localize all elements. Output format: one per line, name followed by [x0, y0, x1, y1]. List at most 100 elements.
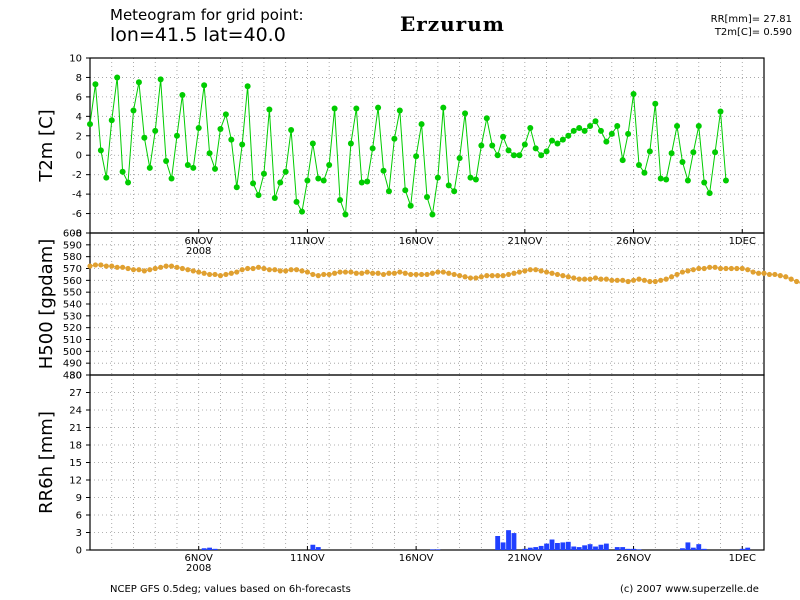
t2m-data-point [184, 161, 191, 168]
h500-data-point [185, 267, 191, 273]
h500-data-point [712, 264, 718, 270]
h500-data-point [582, 276, 588, 282]
t2m-ytick-label: -8 [72, 229, 82, 240]
h500-data-point [228, 270, 234, 276]
h500-ytick-label: 600 [63, 229, 82, 240]
h500-data-point [707, 264, 713, 270]
t2m-data-point [288, 126, 295, 133]
t2m-data-point [625, 130, 632, 137]
chart-title-line1: Meteogram for grid point: [110, 6, 304, 24]
rr6h-bar [739, 548, 745, 550]
rr6h-bar [538, 545, 544, 550]
xtick-label: 21NOV [507, 236, 542, 247]
h500-data-point [571, 275, 577, 281]
h500-data-point [609, 277, 615, 283]
t2m-data-point [369, 145, 376, 152]
h500-data-point [386, 270, 392, 276]
h500-data-point [321, 271, 327, 278]
h500-data-point [402, 270, 408, 276]
t2m-ytick-label: 6 [76, 92, 82, 103]
h500-axis-label: H500 [gpdam] [36, 239, 57, 370]
rr6h-ytick-label: 30 [69, 371, 82, 382]
h500-data-point [620, 277, 626, 283]
h500-data-point [234, 269, 240, 275]
station-name: Erzurum [400, 12, 505, 36]
t2m-data-point [114, 74, 121, 81]
rr6h-ytick-label: 24 [69, 406, 82, 417]
h500-data-point [772, 271, 778, 278]
t2m-data-point [668, 150, 675, 157]
t2m-data-point [657, 175, 664, 182]
h500-data-point [326, 271, 332, 278]
rr6h-bar [506, 530, 511, 550]
t2m-data-point [277, 179, 284, 186]
h500-data-point [272, 267, 278, 273]
t2m-data-point [380, 167, 387, 174]
rr6h-ytick-label: 18 [69, 441, 82, 452]
t2m-data-point [478, 142, 485, 149]
t2m-data-point [434, 174, 441, 181]
rr6h-bar [620, 547, 626, 550]
h500-data-point [505, 271, 512, 278]
rr6h-bar [576, 547, 582, 550]
h500-data-point [728, 265, 734, 272]
t2m-data-point [592, 118, 599, 125]
h500-ytick-label: 590 [63, 240, 82, 251]
t2m-series-line [89, 77, 727, 215]
t2m-data-point [587, 123, 594, 130]
rr6h-bar [701, 548, 707, 550]
h500-data-point [766, 271, 773, 278]
t2m-data-point [239, 141, 246, 148]
h500-data-point [745, 267, 751, 273]
t2m-data-point [549, 137, 556, 144]
t2m-data-point [337, 196, 344, 203]
h500-data-point [516, 269, 523, 275]
h500-data-point [701, 265, 707, 272]
h500-data-point [576, 276, 582, 282]
h500-data-point [255, 264, 262, 270]
h500-data-point [331, 270, 338, 276]
t2m-data-point [489, 142, 496, 149]
h500-data-point [380, 271, 387, 278]
t2m-data-point [179, 91, 186, 98]
h500-ytick-label: 560 [63, 276, 82, 287]
h500-data-point [598, 276, 604, 282]
h500-data-point [788, 276, 794, 282]
h500-data-point [592, 275, 599, 281]
h500-data-point [223, 271, 229, 278]
rr6h-bar [685, 542, 691, 550]
h500-data-point [674, 271, 680, 278]
t2m-data-point [108, 117, 115, 124]
rr6h-bar [571, 546, 577, 550]
t2m-data-point [413, 153, 420, 160]
rr6h-bar [696, 544, 702, 550]
t2m-data-point [445, 182, 452, 189]
t2m-data-point [510, 152, 517, 159]
rr6h-ytick-label: 15 [69, 458, 82, 469]
t2m-ytick-label: 0 [76, 151, 82, 162]
t2m-ytick-label: 10 [69, 54, 82, 65]
h500-data-point [554, 271, 561, 278]
h500-data-point [652, 278, 658, 285]
copyright-note: (c) 2007 www.superzelle.de [620, 584, 759, 595]
rr6h-bar [500, 542, 506, 550]
h500-data-point [109, 263, 115, 269]
h500-data-point [734, 265, 740, 272]
h500-data-point [370, 270, 376, 276]
xtick-year-label: 2008 [186, 246, 211, 257]
h500-data-point [484, 273, 490, 279]
xtick-label: 11NOV [290, 553, 325, 564]
t2m-data-point [608, 130, 615, 137]
h500-data-point [152, 265, 158, 272]
rr6h-ytick-label: 3 [76, 528, 82, 539]
t2m-data-point [135, 79, 142, 86]
xtick-label: 11NOV [290, 236, 325, 247]
t2m-data-point [163, 158, 170, 165]
h500-data-point [120, 264, 126, 270]
rr6h-bar [593, 546, 598, 550]
t2m-ytick-label: 2 [76, 131, 82, 142]
xtick-label: 6NOV [185, 236, 214, 247]
xtick-label: 1DEC [729, 553, 756, 564]
t2m-data-point [201, 82, 208, 89]
h500-data-point [685, 268, 691, 274]
